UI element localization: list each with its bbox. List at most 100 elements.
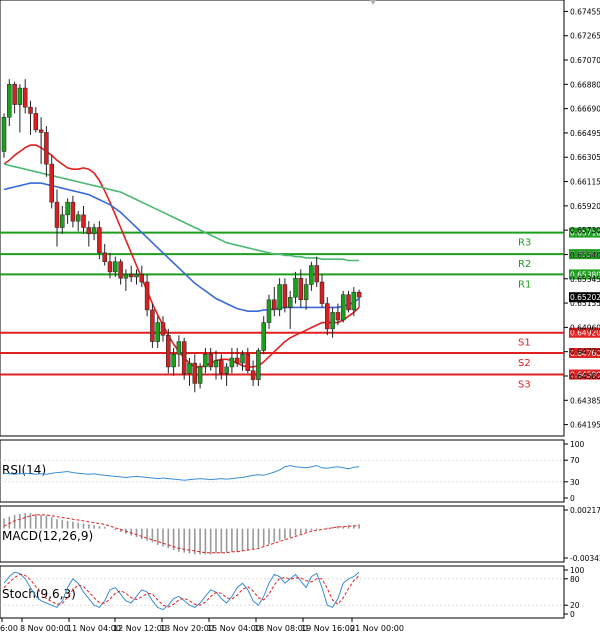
price-tick-label: 0.67455 bbox=[570, 7, 600, 16]
candle-body bbox=[28, 106, 33, 114]
pivot-label-s3: S3 bbox=[518, 380, 531, 391]
stoch-tick-label: 0 bbox=[570, 610, 575, 619]
candle-body bbox=[277, 284, 282, 311]
macd-label: MACD(12,26,9) bbox=[2, 529, 93, 543]
pivot-price-tag-text: 0.65380 bbox=[570, 270, 600, 279]
price-tick-label: 0.65920 bbox=[570, 202, 600, 211]
candle-body bbox=[134, 274, 139, 278]
candle-body bbox=[81, 214, 86, 228]
macd-tick-label: 0.002171 bbox=[570, 506, 600, 515]
candle-body bbox=[346, 294, 351, 311]
candle-body bbox=[282, 284, 288, 308]
candle-body bbox=[22, 87, 28, 108]
candle-body bbox=[250, 370, 256, 380]
chart-shift-marker-icon bbox=[370, 0, 376, 5]
candle-body bbox=[351, 291, 357, 311]
candle-body bbox=[118, 261, 123, 279]
pivot-price-tag-s1 bbox=[569, 327, 600, 338]
rsi-line bbox=[3, 465, 360, 481]
candle-body bbox=[340, 294, 346, 321]
stoch-tick-label: 20 bbox=[570, 601, 580, 610]
time-tick-label: 13 Nov 20:00 bbox=[160, 624, 214, 633]
candle-body bbox=[325, 303, 330, 330]
candle-body bbox=[1, 116, 7, 152]
candle-body bbox=[356, 291, 362, 298]
price-tick-label: 0.65730 bbox=[570, 226, 600, 235]
rsi-label: RSI(14) bbox=[2, 463, 46, 477]
moving-average-line-3 bbox=[3, 163, 360, 262]
candle-body bbox=[65, 201, 70, 216]
time-tick-label: 12 Nov 12:00 bbox=[113, 624, 167, 633]
price-tick-label: 0.64770 bbox=[570, 348, 600, 357]
price-tick-label: 0.64195 bbox=[570, 421, 600, 430]
time-tick-label: 21 Nov 00:00 bbox=[350, 624, 404, 633]
price-tick-label: 0.66305 bbox=[570, 153, 600, 162]
candle-body bbox=[86, 227, 92, 235]
time-tick-label: 15 Nov 04:00 bbox=[207, 624, 261, 633]
candle-body bbox=[60, 214, 65, 228]
candle-body bbox=[314, 265, 319, 283]
candle-body bbox=[139, 274, 145, 283]
price-tick-label: 0.67265 bbox=[570, 32, 600, 41]
candle-body bbox=[70, 201, 76, 222]
candle-body bbox=[107, 261, 113, 273]
macd-panel bbox=[0, 505, 565, 563]
pivot-price-tag-r2 bbox=[569, 249, 600, 260]
rsi-tick-label: 100 bbox=[570, 440, 585, 449]
candle-body bbox=[171, 354, 176, 368]
candle-body bbox=[272, 299, 277, 311]
pivot-price-tag-text: 0.65710 bbox=[570, 229, 600, 238]
candle-body bbox=[17, 87, 23, 105]
pivot-label-r1: R1 bbox=[518, 279, 531, 290]
candle-body bbox=[33, 113, 39, 131]
pivot-price-tag-text: 0.64920 bbox=[570, 329, 600, 338]
candle-body bbox=[38, 129, 44, 133]
candle-body bbox=[192, 362, 198, 384]
candle-body bbox=[144, 281, 150, 311]
rsi-tick-label: 0 bbox=[570, 494, 575, 503]
main-price-panel bbox=[0, 0, 565, 437]
pivot-price-tag-text: 0.64760 bbox=[570, 349, 600, 358]
candle-body bbox=[303, 284, 309, 301]
candle-body bbox=[176, 341, 182, 355]
current-price-tag bbox=[569, 292, 600, 303]
price-tick-label: 0.64385 bbox=[570, 396, 600, 405]
macd-signal-line bbox=[3, 514, 360, 554]
candle-body bbox=[256, 350, 261, 380]
candle-body bbox=[293, 277, 298, 298]
price-tick-label: 0.64580 bbox=[570, 372, 600, 381]
moving-averages bbox=[3, 144, 360, 368]
candle-body bbox=[287, 296, 293, 308]
candle-body bbox=[335, 312, 341, 321]
candle-body bbox=[44, 132, 49, 165]
price-tick-label: 0.66690 bbox=[570, 105, 600, 114]
candle-body bbox=[113, 261, 118, 273]
rsi-tick-label: 70 bbox=[570, 456, 580, 465]
price-tick-label: 0.65540 bbox=[570, 250, 600, 259]
candle-body bbox=[245, 354, 251, 371]
candle-body bbox=[319, 281, 325, 304]
candle-body bbox=[330, 312, 335, 330]
candle-body bbox=[49, 163, 54, 203]
candle-body bbox=[91, 227, 97, 235]
candle-body bbox=[181, 341, 187, 374]
pivot-price-tag-text: 0.64590 bbox=[570, 371, 600, 380]
candle-body bbox=[240, 354, 245, 364]
pivot-label-r3: R3 bbox=[518, 238, 531, 249]
pivot-label-s2: S2 bbox=[518, 358, 531, 369]
price-tick-label: 0.65345 bbox=[570, 275, 600, 284]
candle-body bbox=[160, 322, 166, 336]
candle-body bbox=[155, 322, 160, 342]
pivot-price-tag-s3 bbox=[569, 369, 600, 380]
candle-body bbox=[203, 354, 208, 368]
candle-body bbox=[97, 227, 102, 254]
price-tick-label: 0.66880 bbox=[570, 80, 600, 89]
candle-body bbox=[208, 354, 213, 368]
time-tick-label: 6:00 bbox=[0, 624, 18, 633]
macd-tick-label: -0.003423 bbox=[570, 554, 600, 563]
price-tick-label: 0.66115 bbox=[570, 178, 600, 187]
candle-body bbox=[261, 322, 266, 351]
candle-body bbox=[7, 84, 12, 118]
